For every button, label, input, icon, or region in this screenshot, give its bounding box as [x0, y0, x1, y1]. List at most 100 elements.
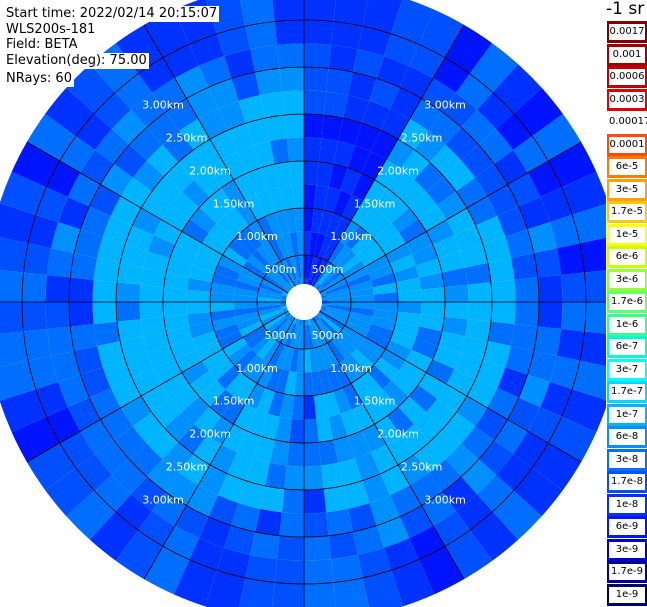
- beta-gate: [80, 367, 111, 398]
- colorbar-cell: 0.0003: [607, 88, 647, 111]
- beta-gate: [186, 87, 218, 119]
- beta-gate: [294, 279, 299, 286]
- beta-gate: [274, 210, 290, 235]
- beta-gate: [313, 185, 329, 211]
- colorbar-cell: 1.7e-9: [607, 561, 647, 583]
- beta-gate: [389, 331, 416, 350]
- beta-gate: [386, 406, 415, 436]
- beta-gate: [348, 311, 373, 324]
- beta-gate: [210, 130, 238, 160]
- beta-gate: [116, 282, 141, 302]
- beta-gate: [349, 287, 375, 298]
- colorbar-cell: 0.00017: [607, 111, 647, 133]
- beta-gate: [209, 389, 235, 417]
- beta-gate: [198, 516, 232, 548]
- range-label: 2.00km: [377, 428, 419, 441]
- beta-gate: [239, 321, 264, 338]
- beta-gate: [397, 302, 422, 315]
- beta-gate: [437, 191, 467, 220]
- beta-gate: [374, 292, 398, 302]
- beta-gate: [308, 256, 319, 280]
- beta-gate: [272, 0, 304, 45]
- beta-gate: [460, 336, 488, 361]
- beta-gate: [399, 219, 427, 244]
- beta-gate: [239, 266, 264, 283]
- beta-gate: [497, 206, 528, 237]
- beta-gate: [245, 194, 266, 221]
- beta-gate: [331, 244, 352, 268]
- beta-gate: [289, 418, 304, 443]
- beta-gate: [304, 43, 332, 69]
- range-label: 2.50km: [401, 132, 443, 145]
- beta-gate: [264, 462, 287, 489]
- beta-gate: [89, 184, 121, 216]
- beta-gate: [418, 272, 445, 290]
- beta-gate: [227, 123, 254, 152]
- beta-gate: [349, 306, 375, 317]
- beta-gate: [446, 368, 476, 396]
- beta-gate: [272, 263, 291, 285]
- range-label: 1.00km: [330, 230, 372, 243]
- beta-gate: [199, 197, 226, 224]
- colorbar-label: 0.0006: [609, 69, 645, 85]
- beta-gate: [233, 173, 257, 201]
- beta-gate: [464, 319, 491, 342]
- colorbar-label: 3e-5: [609, 181, 645, 198]
- beta-gate: [304, 0, 336, 45]
- beta-gate: [251, 249, 273, 271]
- beta-gate: [326, 292, 351, 300]
- beta-gate: [139, 284, 164, 302]
- beta-gate: [420, 287, 445, 302]
- beta-gate: [267, 391, 285, 417]
- beta-gate: [371, 272, 396, 288]
- beta-gate: [224, 49, 256, 79]
- beta-gate: [311, 370, 324, 396]
- beta-gate: [93, 258, 121, 283]
- beta-gate: [178, 149, 208, 180]
- beta-gate: [66, 64, 132, 130]
- beta-gate: [418, 372, 447, 399]
- beta-gate: [170, 191, 200, 220]
- beta-gate: [238, 95, 265, 124]
- beta-gate: [326, 287, 350, 298]
- beta-gate: [45, 87, 112, 151]
- beta-gate: [338, 329, 362, 350]
- azimuth-spokes: [0, 0, 606, 607]
- range-label: 500m: [265, 263, 297, 276]
- beta-gate: [281, 294, 287, 299]
- beta-gate: [346, 316, 372, 331]
- colorbar-label: 6e-6: [609, 249, 645, 265]
- beta-gate: [151, 398, 182, 428]
- beta-gate: [161, 372, 190, 399]
- beta-gate: [299, 325, 304, 349]
- range-label: 1.00km: [236, 362, 278, 375]
- beta-gate: [231, 72, 261, 101]
- beta-gate: [357, 547, 403, 607]
- beta-gate: [490, 279, 516, 302]
- beta-gate: [216, 364, 242, 390]
- beta-gate: [342, 194, 363, 221]
- azimuth-spoke: [319, 310, 582, 463]
- beta-gate: [319, 290, 326, 295]
- beta-gate: [26, 113, 95, 173]
- beta-gate: [276, 535, 304, 561]
- beta-gate: [446, 208, 476, 236]
- beta-gate: [304, 319, 307, 326]
- beta-gate: [97, 341, 126, 368]
- beta-gate: [487, 184, 519, 216]
- beta-gate: [376, 56, 410, 88]
- beta-gate: [370, 444, 398, 474]
- beta-gate: [361, 337, 386, 358]
- colorbar-cell: 3e-8: [607, 448, 647, 471]
- beta-gate: [66, 474, 132, 540]
- beta-gate: [356, 343, 381, 365]
- range-label: 2.00km: [189, 428, 231, 441]
- beta-gate: [342, 325, 366, 344]
- colorbar-label: 0.0017: [609, 24, 645, 40]
- beta-gate: [132, 160, 165, 192]
- beta-gate: [234, 232, 257, 255]
- azimuth-spoke: [143, 24, 296, 287]
- beta-gate: [354, 123, 381, 152]
- beta-gate: [319, 267, 339, 287]
- beta-gate: [45, 453, 112, 517]
